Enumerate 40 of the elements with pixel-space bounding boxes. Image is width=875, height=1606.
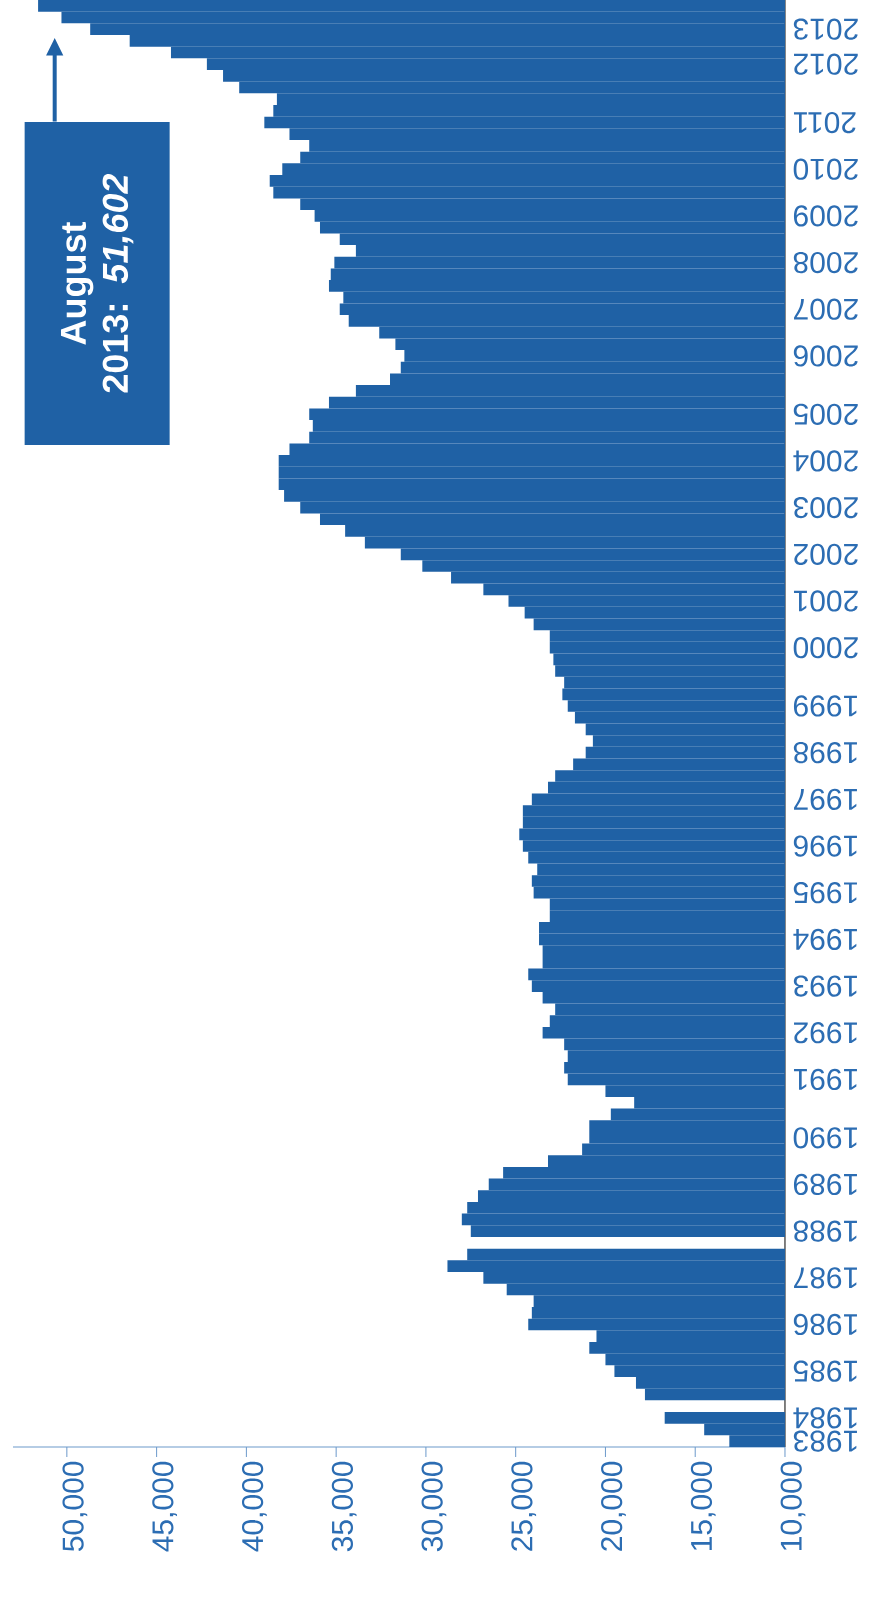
y-tick-label: 2005: [793, 403, 858, 425]
y-tick-label: 1995: [793, 882, 857, 904]
y-tick-label: 1983: [793, 1430, 857, 1452]
x-tick-label: 40,000: [241, 1461, 267, 1552]
x-tick-label: 25,000: [511, 1461, 537, 1551]
x-tick-label: 35,000: [331, 1461, 357, 1552]
y-tick-label: 2012: [794, 53, 858, 75]
y-tick-label: 2003: [793, 496, 858, 519]
y-tick-label: 1985: [793, 1360, 857, 1382]
y-tick-label: 1986: [793, 1313, 857, 1336]
y-tick-label: 1989: [793, 1173, 857, 1196]
y-tick-label: 2000: [793, 637, 858, 659]
y-tick-label: 1999: [793, 695, 857, 717]
y-tick-label: 1998: [793, 742, 857, 764]
y-tick-label: 2007: [794, 298, 858, 320]
y-tick-label: 1997: [794, 788, 857, 810]
y-tick-label: 2013: [793, 18, 858, 40]
y-tick-label: 1990: [793, 1127, 857, 1149]
y-tick-label: 2002: [794, 543, 858, 565]
x-tick-label: 10,000: [780, 1461, 806, 1551]
x-tick-label: 45,000: [152, 1461, 178, 1552]
x-tick-label: 50,000: [62, 1461, 88, 1552]
x-tick-label: 20,000: [601, 1461, 626, 1551]
y-tick-label: 2008: [793, 251, 858, 274]
x-tick-label: 15,000: [690, 1461, 716, 1551]
y-tick-label: 2006: [793, 345, 858, 367]
y-tick-label: 1987: [794, 1267, 857, 1289]
y-tick-label: 1993: [793, 975, 857, 997]
y-tick-label: 1991: [793, 1068, 857, 1091]
y-tick-label: 2009: [793, 205, 858, 227]
x-tick-label: 30,000: [421, 1461, 447, 1552]
y-tick-label: 2004: [793, 450, 858, 472]
y-tick-label: 2001: [793, 590, 858, 612]
y-tick-label: 1984: [793, 1407, 857, 1429]
y-tick-label: 1992: [794, 1022, 857, 1044]
y-tick-label: 1988: [793, 1220, 857, 1242]
y-tick-label: 2011: [793, 111, 856, 134]
y-tick-label: 1994: [793, 928, 857, 951]
y-tick-label: 2010: [793, 158, 858, 180]
y-tick-label: 1996: [793, 835, 857, 857]
